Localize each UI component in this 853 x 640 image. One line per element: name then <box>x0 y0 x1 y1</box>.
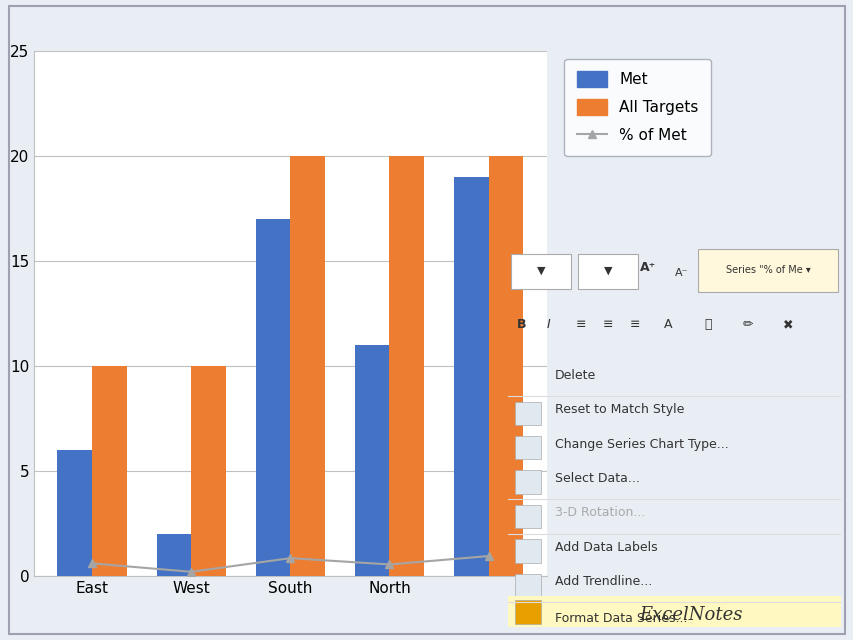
Bar <box>453 177 488 576</box>
Bar <box>156 534 191 576</box>
Text: ≡: ≡ <box>576 318 586 332</box>
Text: ▼: ▼ <box>603 266 612 275</box>
Bar <box>255 219 290 576</box>
Text: 3-D Rotation...: 3-D Rotation... <box>554 506 644 520</box>
Text: A: A <box>663 318 671 332</box>
Bar <box>577 254 637 289</box>
Bar <box>514 436 541 460</box>
Bar <box>514 600 541 625</box>
Bar <box>508 596 840 627</box>
Bar <box>57 450 92 576</box>
Text: ExcelNotes: ExcelNotes <box>639 606 742 624</box>
Bar <box>191 366 226 576</box>
Bar <box>514 539 541 563</box>
Text: Add Trendline...: Add Trendline... <box>554 575 651 588</box>
Text: A⁺: A⁺ <box>639 261 655 274</box>
Text: Delete: Delete <box>554 369 595 382</box>
Text: Reset to Match Style: Reset to Match Style <box>554 403 683 416</box>
Text: Change Series Chart Type...: Change Series Chart Type... <box>554 438 728 451</box>
Bar <box>514 470 541 493</box>
Text: Series "% of Me ▾: Series "% of Me ▾ <box>725 266 809 275</box>
Text: ▼: ▼ <box>537 266 545 275</box>
Text: ≡: ≡ <box>602 318 612 332</box>
Bar <box>389 156 424 576</box>
Legend: Met, All Targets, % of Met: Met, All Targets, % of Met <box>564 59 711 156</box>
Bar <box>514 401 541 425</box>
Bar <box>354 345 389 576</box>
Text: ✏: ✏ <box>742 318 752 332</box>
Text: ≡: ≡ <box>629 318 639 332</box>
Text: Select Data...: Select Data... <box>554 472 639 485</box>
Bar <box>697 248 837 292</box>
Text: Format Data Series...: Format Data Series... <box>554 612 687 625</box>
Bar <box>290 156 325 576</box>
Bar <box>511 254 571 289</box>
Text: I: I <box>546 318 549 332</box>
Text: B: B <box>516 318 525 332</box>
Bar <box>92 366 127 576</box>
Text: Add Data Labels: Add Data Labels <box>554 541 657 554</box>
Bar <box>514 505 541 528</box>
Bar <box>488 156 523 576</box>
Text: A⁻: A⁻ <box>674 268 688 278</box>
Text: 🎨: 🎨 <box>704 318 711 332</box>
Bar <box>514 573 541 597</box>
Text: ✖: ✖ <box>781 318 792 332</box>
